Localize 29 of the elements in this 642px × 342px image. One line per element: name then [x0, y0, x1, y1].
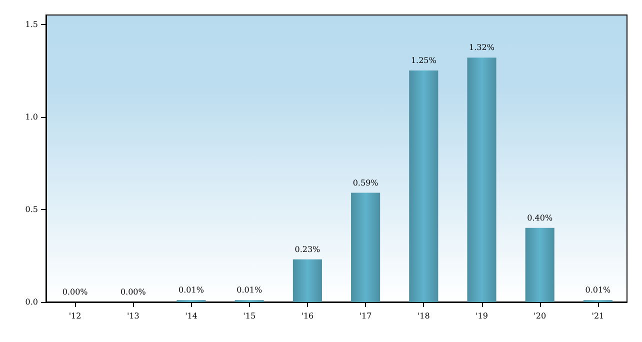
x-tick-label: '14	[185, 312, 198, 320]
x-tick-label: '12	[68, 312, 82, 320]
x-tick-label: '18	[417, 312, 430, 320]
data-label: 1.25%	[410, 56, 437, 66]
y-tick-label: 0.0	[25, 298, 38, 306]
x-tick-label: '19	[476, 312, 488, 320]
bar	[525, 228, 554, 302]
data-label: 0.23%	[294, 244, 321, 254]
data-label: 0.59%	[352, 178, 379, 188]
x-tick-label: '13	[126, 312, 140, 320]
x-tick-label: '15	[243, 312, 256, 320]
y-tick-label: 1.0	[25, 112, 38, 122]
bar	[292, 259, 322, 302]
y-tick-label: 0.5	[25, 204, 38, 214]
y-tick-label: 1.5	[25, 20, 38, 29]
data-label: 0.00%	[120, 288, 146, 296]
x-tick-label: '21	[592, 312, 604, 320]
data-label: 1.32%	[469, 43, 495, 52]
data-label: 0.01%	[236, 286, 262, 295]
data-label: 0.40%	[527, 213, 553, 222]
data-label: 0.01%	[178, 286, 204, 295]
data-label: 0.01%	[585, 286, 612, 295]
bar	[409, 70, 438, 302]
data-label: 0.00%	[62, 288, 88, 296]
x-tick-label: '16	[301, 312, 314, 320]
bar	[351, 192, 380, 302]
x-tick-label: '17	[359, 312, 372, 320]
x-tick-label: '20	[534, 312, 546, 320]
bar	[467, 58, 496, 302]
